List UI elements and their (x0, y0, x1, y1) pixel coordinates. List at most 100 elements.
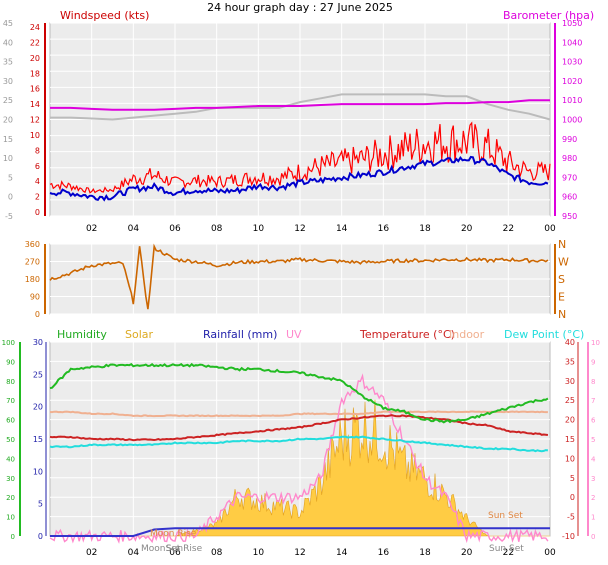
axis-tick-wind: 2 (35, 193, 40, 202)
axis-tick-wind: 6 (35, 162, 40, 171)
legend-solar: Solar (125, 328, 154, 341)
axis-tick-rain: 15 (33, 435, 43, 444)
series-humidity (49, 362, 549, 424)
axis-tick-compass: W (558, 256, 569, 269)
annotation-sunset: Sun Set (488, 511, 523, 521)
axis-tick-temp: 0 (570, 493, 575, 502)
x-tick-label: 02 (86, 224, 97, 234)
chart-title: 24 hour graph day : 27 June 2025 (207, 1, 393, 14)
axis-tick-outer: 25 (3, 96, 13, 105)
axis-tick-direction: 360 (25, 240, 40, 249)
legend-rainfall: Rainfall (mm) (203, 328, 277, 341)
axis-tick-compass: E (558, 291, 565, 304)
axis-tick-temp: 20 (565, 416, 575, 425)
axis-tick-humidity: 30 (6, 475, 15, 483)
wind-panel-title: Windspeed (kts) (60, 9, 149, 22)
axis-tick-compass: N (558, 238, 566, 251)
x-tick-label: 14 (336, 224, 348, 234)
axis-tick-uv: 9 (591, 358, 595, 366)
x-tick-label: 20 (461, 548, 473, 558)
axis-tick-outer: 35 (3, 58, 13, 67)
x-tick-label: 08 (211, 224, 223, 234)
axis-tick-uv: 8 (591, 378, 595, 386)
axis-tick-rain: 0 (38, 532, 43, 541)
x-tick-label: 22 (503, 224, 514, 234)
legend-temperature: Temperature (°C) (359, 328, 455, 341)
series-barometer (50, 99, 550, 111)
axis-tick-humidity: 50 (6, 436, 15, 444)
x-tick-label: 22 (503, 548, 514, 558)
x-tick-label: 12 (294, 224, 305, 234)
axis-tick-direction: 90 (30, 293, 40, 302)
legend-dewpoint: Dew Point (°C) (504, 328, 584, 341)
axis-tick-compass: S (558, 273, 565, 286)
x-tick-label: 12 (294, 548, 305, 558)
x-tick-label: 10 (253, 548, 265, 558)
axis-tick-wind: 14 (30, 100, 40, 109)
annotation-moonrise: Moon Rise (150, 529, 197, 539)
series-baro-previous (50, 93, 551, 121)
axis-tick-direction: 180 (25, 275, 40, 284)
axis-tick-uv: 7 (591, 397, 595, 405)
x-tick-label: 06 (169, 548, 181, 558)
axis-tick-uv: 5 (591, 436, 595, 444)
series-indoor (49, 410, 548, 418)
axis-tick-outer: 45 (3, 19, 13, 28)
axis-tick-wind: 4 (35, 177, 40, 186)
axis-tick-uv: 6 (591, 417, 596, 425)
axis-tick-rain: 20 (33, 403, 43, 412)
axis-tick-wind: 12 (30, 116, 40, 125)
x-tick-label: 06 (169, 224, 181, 234)
axis-tick-temp: 10 (565, 454, 575, 463)
series-rainfall (50, 527, 550, 537)
axis-tick-outer: 10 (3, 154, 13, 163)
baro-panel-title: Barometer (hpa) (503, 9, 594, 22)
annotation-moonset: MoonSet (141, 544, 181, 554)
axis-tick-direction: 0 (35, 310, 40, 319)
axis-tick-outer: 0 (8, 193, 13, 202)
axis-tick-outer: -5 (5, 212, 13, 221)
axis-tick-wind: 18 (30, 69, 40, 78)
x-tick-label: 14 (336, 548, 348, 558)
axis-tick-outer: 5 (8, 173, 13, 182)
axis-tick-humidity: 80 (6, 378, 15, 386)
axis-tick-wind: 10 (30, 131, 40, 140)
axis-tick-humidity: 10 (6, 514, 15, 522)
axis-tick-humidity: 0 (11, 533, 15, 541)
axis-tick-baro: 990 (562, 135, 577, 144)
series-direction (49, 243, 549, 310)
axis-tick-temp: 40 (565, 338, 575, 347)
axis-tick-wind: 20 (30, 54, 40, 63)
axis-tick-rain: 10 (33, 467, 43, 476)
axis-tick-wind: 16 (30, 85, 40, 94)
x-tick-label: 04 (128, 224, 140, 234)
x-tick-label: 00 (544, 548, 556, 558)
axis-tick-temp: 30 (565, 377, 575, 386)
axis-tick-humidity: 40 (6, 455, 15, 463)
series-temperature (49, 414, 549, 442)
axis-tick-humidity: 70 (6, 397, 15, 405)
legend-uv: UV (286, 328, 302, 341)
axis-tick-baro: 1050 (562, 19, 582, 28)
axis-tick-baro: 960 (562, 193, 577, 202)
axis-tick-direction: 270 (25, 258, 40, 267)
legend-humidity: Humidity (57, 328, 107, 341)
x-tick-label: 04 (128, 548, 140, 558)
series-dewpoint (49, 435, 549, 453)
axis-tick-rain: 25 (33, 370, 43, 379)
axis-tick-baro: 1000 (562, 116, 582, 125)
x-tick-label: 18 (419, 224, 431, 234)
x-tick-label: 20 (461, 224, 473, 234)
axis-tick-outer: 20 (3, 116, 13, 125)
axis-tick-humidity: 60 (6, 417, 15, 425)
axis-tick-uv: 3 (591, 475, 595, 483)
x-tick-label: 10 (253, 224, 265, 234)
x-tick-label: 02 (86, 548, 97, 558)
axis-tick-wind: 8 (35, 146, 40, 155)
axis-tick-uv: 1 (591, 514, 595, 522)
axis-tick-temp: 5 (570, 474, 575, 483)
axis-tick-baro: 1030 (562, 58, 582, 67)
series-windspeed (49, 155, 549, 202)
